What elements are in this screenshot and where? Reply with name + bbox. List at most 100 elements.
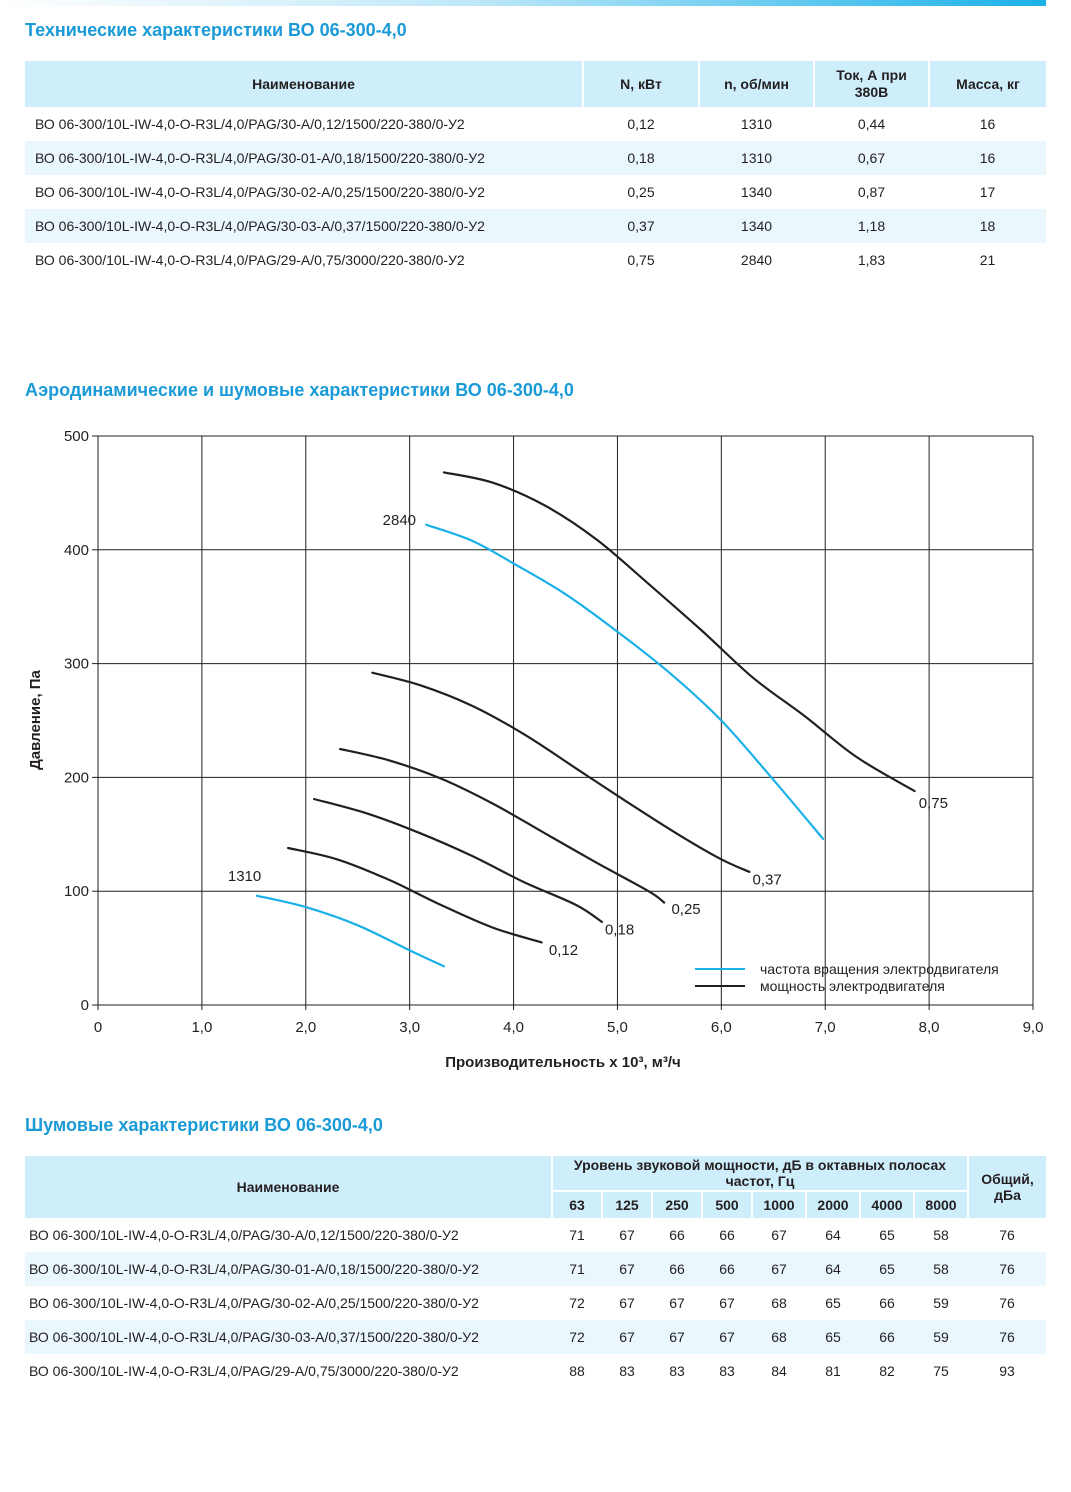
noise-cell-level: 67 bbox=[619, 1227, 635, 1243]
legend-label: частота вращения электродвигателя bbox=[760, 961, 999, 977]
noise-freq-row: 63 125 250 500 1000 2000 4000 8000 bbox=[25, 1190, 1046, 1218]
noise-cell-level: 84 bbox=[771, 1363, 787, 1379]
y-tick-label: 400 bbox=[64, 542, 89, 559]
x-tick-label: 5,0 bbox=[607, 1019, 628, 1036]
tech-cell-name: ВО 06-300/10L-IW-4,0-O-R3L/4,0/PAG/30-02… bbox=[35, 184, 485, 200]
power-curve-1 bbox=[287, 846, 543, 944]
aero-section-title: Аэродинамические и шумовые характеристик… bbox=[25, 380, 574, 400]
noise-freq: 250 bbox=[652, 1190, 703, 1218]
noise-cell-level: 71 bbox=[569, 1227, 585, 1243]
noise-cell-level: 83 bbox=[619, 1363, 635, 1379]
x-tick-label: 7,0 bbox=[815, 1019, 836, 1036]
noise-cell-level: 59 bbox=[914, 1320, 968, 1354]
curve-label: 0,25 bbox=[671, 901, 700, 918]
noise-cell-level: 58 bbox=[914, 1252, 968, 1286]
tech-cell-speed: 1340 bbox=[740, 184, 773, 200]
table-row: ВО 06-300/10L-IW-4,0-O-R3L/4,0/PAG/30-03… bbox=[25, 209, 1046, 243]
noise-freq: 8000 bbox=[914, 1190, 969, 1218]
noise-cell-total: 76 bbox=[999, 1227, 1015, 1243]
noise-cell-level: 67 bbox=[602, 1320, 652, 1354]
noise-cell-level: 83 bbox=[669, 1363, 685, 1379]
x-tick-label: 3,0 bbox=[399, 1019, 420, 1036]
tech-cell-current: 0,44 bbox=[857, 116, 886, 132]
x-tick-label: 9,0 bbox=[1023, 1019, 1044, 1036]
noise-cell-level: 67 bbox=[702, 1320, 752, 1354]
noise-cell-level: 72 bbox=[569, 1295, 585, 1311]
speed-curve-5 bbox=[425, 523, 825, 840]
noise-cell-level: 68 bbox=[752, 1320, 806, 1354]
chart-grid bbox=[97, 435, 1034, 1006]
power-curve-2 bbox=[313, 797, 603, 923]
x-tick-label: 4,0 bbox=[503, 1019, 524, 1036]
y-tick-label: 100 bbox=[64, 883, 89, 900]
noise-freq: 500 bbox=[702, 1190, 753, 1218]
noise-cell-total: 76 bbox=[968, 1252, 1046, 1286]
tech-section-title: Технические характеристики ВО 06-300-4,0 bbox=[25, 20, 407, 40]
noise-cell-level: 83 bbox=[719, 1363, 735, 1379]
noise-cell-level: 66 bbox=[669, 1227, 685, 1243]
chart-legend: частота вращения электродвигателямощност… bbox=[695, 961, 999, 994]
noise-section-title: Шумовые характеристики ВО 06-300-4,0 bbox=[25, 1115, 383, 1135]
noise-cell-total: 76 bbox=[999, 1295, 1015, 1311]
noise-cell-name: ВО 06-300/10L-IW-4,0-O-R3L/4,0/PAG/30-01… bbox=[25, 1252, 552, 1286]
table-row: ВО 06-300/10L-IW-4,0-O-R3L/4,0/PAG/29-А/… bbox=[25, 243, 1046, 277]
tech-cell-name: ВО 06-300/10L-IW-4,0-O-R3L/4,0/PAG/30-01… bbox=[25, 141, 583, 175]
tech-cell-name: ВО 06-300/10L-IW-4,0-O-R3L/4,0/PAG/29-А/… bbox=[35, 252, 465, 268]
tech-table: Наименование N, кВт n, об/мин Ток, А при… bbox=[25, 61, 1046, 277]
chart-ticks: 0 1,0 2,0 3,0 4,0 5,0 6,0 7,0 8,0 9,0 0 100 200 300 40… bbox=[64, 428, 1043, 1036]
noise-cell-level: 65 bbox=[879, 1227, 895, 1243]
noise-freq: 4000 bbox=[860, 1190, 915, 1218]
tech-col-speed: n, об/мин bbox=[699, 61, 815, 107]
y-tick-label: 300 bbox=[64, 656, 89, 673]
noise-cell-level: 75 bbox=[933, 1363, 949, 1379]
noise-cell-name: ВО 06-300/10L-IW-4,0-O-R3L/4,0/PAG/30-03… bbox=[25, 1320, 552, 1354]
tech-cell-name: ВО 06-300/10L-IW-4,0-O-R3L/4,0/PAG/30-03… bbox=[25, 209, 583, 243]
noise-cell-level: 67 bbox=[619, 1295, 635, 1311]
table-row: ВО 06-300/10L-IW-4,0-O-R3L/4,0/PAG/30-01… bbox=[25, 1252, 1046, 1286]
power-curve-4 bbox=[371, 671, 751, 873]
noise-table: Наименование Уровень звуковой мощности, … bbox=[25, 1156, 1046, 1388]
noise-freq: 2000 bbox=[806, 1190, 861, 1218]
tech-header-row: Наименование N, кВт n, об/мин Ток, А при… bbox=[25, 61, 1046, 107]
curve-label: 0,12 bbox=[549, 942, 578, 959]
noise-cell-level: 82 bbox=[879, 1363, 895, 1379]
noise-col-group: Уровень звуковой мощности, дБ в октавных… bbox=[552, 1156, 969, 1191]
tech-col-current: Ток, А при 380В bbox=[814, 61, 930, 107]
tech-cell-current: 1,83 bbox=[857, 252, 886, 268]
noise-header-row: Наименование Уровень звуковой мощности, … bbox=[25, 1156, 1046, 1218]
noise-cell-level: 65 bbox=[825, 1295, 841, 1311]
noise-cell-level: 59 bbox=[933, 1295, 949, 1311]
tech-col-power: N, кВт bbox=[583, 61, 700, 107]
tech-cell-power: 0,37 bbox=[583, 209, 699, 243]
curve-label: 0,37 bbox=[753, 871, 782, 888]
power-curve-3 bbox=[339, 747, 666, 904]
tech-cell-mass: 16 bbox=[929, 141, 1046, 175]
tech-cell-power: 0,12 bbox=[627, 116, 655, 132]
noise-cell-level: 64 bbox=[806, 1252, 860, 1286]
table-row: ВО 06-300/10L-IW-4,0-O-R3L/4,0/PAG/30-01… bbox=[25, 141, 1046, 175]
noise-cell-level: 81 bbox=[825, 1363, 841, 1379]
noise-cell-level: 66 bbox=[652, 1252, 702, 1286]
table-row: ВО 06-300/10L-IW-4,0-O-R3L/4,0/PAG/30-02… bbox=[25, 175, 1046, 209]
tech-cell-power: 0,25 bbox=[627, 184, 655, 200]
aero-chart: 0 1,0 2,0 3,0 4,0 5,0 6,0 7,0 8,0 9,0 0 100 200 300 40… bbox=[27, 428, 1043, 1071]
x-tick-label: 1,0 bbox=[191, 1019, 212, 1036]
x-tick-label: 0 bbox=[94, 1019, 102, 1036]
chart-curves bbox=[255, 471, 916, 968]
noise-cell-level: 71 bbox=[552, 1252, 602, 1286]
curve-label: 2840 bbox=[383, 512, 416, 529]
legend-label: мощность электродвигателя bbox=[760, 978, 945, 994]
table-row: ВО 06-300/10L-IW-4,0-O-R3L/4,0/PAG/30-02… bbox=[25, 1286, 1046, 1320]
table-row: ВО 06-300/10L-IW-4,0-O-R3L/4,0/PAG/29-А/… bbox=[25, 1354, 1046, 1388]
chart-curve-labels: 1310 0,12 0,18 0,25 0,37 2840 0,75 bbox=[228, 512, 948, 959]
noise-cell-total: 76 bbox=[968, 1320, 1046, 1354]
tech-col-name: Наименование bbox=[25, 61, 584, 107]
noise-cell-level: 66 bbox=[860, 1320, 914, 1354]
tech-cell-speed: 1340 bbox=[699, 209, 814, 243]
tech-cell-speed: 1310 bbox=[740, 116, 773, 132]
tech-cell-power: 0,75 bbox=[627, 252, 655, 268]
tech-cell-current: 1,18 bbox=[814, 209, 929, 243]
noise-cell-level: 72 bbox=[552, 1320, 602, 1354]
curve-label: 0,75 bbox=[919, 795, 948, 812]
y-axis-label: Давление, Па bbox=[27, 669, 44, 769]
